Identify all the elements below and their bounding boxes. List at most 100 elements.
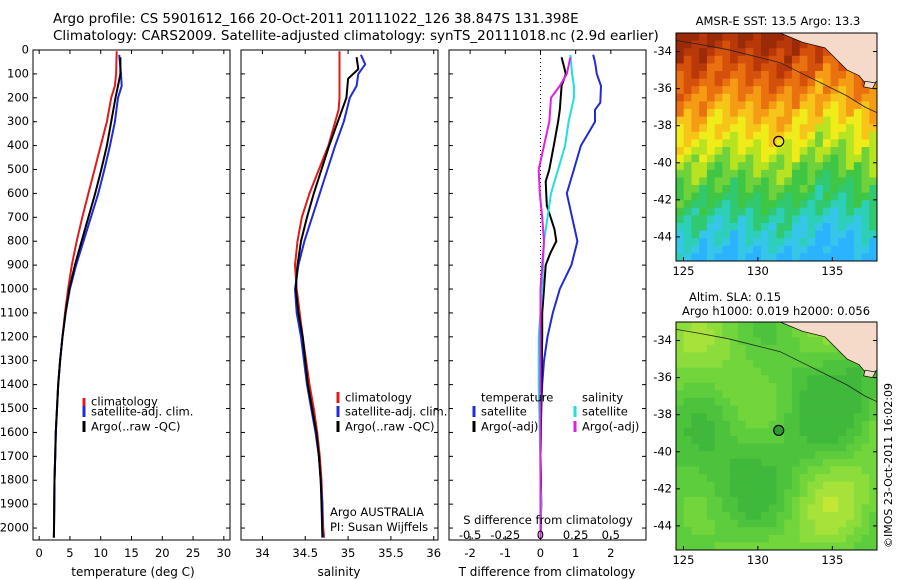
map-cell xyxy=(869,124,877,133)
map-cell xyxy=(791,496,801,505)
map-cell xyxy=(737,451,747,460)
map-cell xyxy=(791,192,801,201)
map-cell xyxy=(822,86,832,95)
map-cell xyxy=(861,390,870,399)
map-cell xyxy=(737,55,747,64)
x-tick-label: -1 xyxy=(500,546,511,560)
map-cell xyxy=(830,109,839,118)
map-cell xyxy=(683,481,693,490)
map-cell xyxy=(861,420,870,429)
map-cell xyxy=(791,131,801,140)
map-cell xyxy=(699,398,708,407)
map-cell xyxy=(799,352,809,361)
map-cell xyxy=(745,519,754,528)
map-cell xyxy=(807,63,816,72)
map-cell xyxy=(791,147,801,156)
map-cell xyxy=(869,542,877,550)
map-cell xyxy=(846,512,855,521)
map-cell xyxy=(714,375,723,384)
map-cell xyxy=(706,344,716,353)
map-cell xyxy=(753,215,762,224)
map-cell xyxy=(776,405,785,414)
map-cell xyxy=(730,162,739,171)
map-cell xyxy=(853,398,863,407)
map-cell xyxy=(706,542,716,550)
map-cell xyxy=(722,33,731,42)
map-cell xyxy=(791,504,801,513)
map-cell xyxy=(822,238,832,247)
map-cell xyxy=(853,420,863,429)
map-cell xyxy=(799,420,809,429)
temperature-legend: climatology satellite-adj. clim. Argo(..… xyxy=(82,395,193,434)
map-cell xyxy=(869,534,877,543)
map-cell xyxy=(784,428,793,437)
map-cell xyxy=(853,124,863,133)
map-cell xyxy=(676,443,685,452)
map-cell xyxy=(722,329,731,338)
map-cell xyxy=(761,466,770,475)
map-cell xyxy=(815,504,824,513)
map-cell xyxy=(807,413,816,422)
y-tick-label: 1500 xyxy=(0,401,29,415)
map-cell xyxy=(853,542,863,550)
map-cell xyxy=(753,405,762,414)
map-cell xyxy=(691,405,700,414)
map-cell xyxy=(822,413,832,422)
map-cell xyxy=(869,93,877,102)
map-cell xyxy=(830,200,839,209)
map-cell xyxy=(714,86,723,95)
map-cell xyxy=(745,496,754,505)
map-cell xyxy=(768,169,778,178)
map-cell xyxy=(830,131,839,140)
map-cell xyxy=(830,86,839,95)
map-cell xyxy=(737,109,747,118)
map-cell xyxy=(791,466,801,475)
map-cell xyxy=(730,109,739,118)
map-cell xyxy=(784,398,793,407)
map-cell xyxy=(791,375,801,384)
map-cell xyxy=(676,253,685,261)
map-cell xyxy=(853,109,863,118)
map-cell xyxy=(830,192,839,201)
map-cell xyxy=(768,466,778,475)
map-cell xyxy=(869,504,877,513)
map-cell xyxy=(730,382,739,391)
map-cell xyxy=(699,390,708,399)
map-cell xyxy=(753,139,762,148)
map-cell xyxy=(676,367,685,376)
map-cell xyxy=(791,512,801,521)
map-cell xyxy=(722,192,731,201)
map-cell xyxy=(691,63,700,72)
map-cell xyxy=(853,466,863,475)
map-cell xyxy=(745,139,754,148)
map-cell xyxy=(699,253,708,261)
map-cell xyxy=(761,512,770,521)
map-cell xyxy=(737,428,747,437)
map-cell xyxy=(807,78,816,87)
map-cell xyxy=(761,344,770,353)
map-cell xyxy=(838,398,847,407)
map-cell xyxy=(699,245,708,254)
map-cell xyxy=(799,542,809,550)
map-cell xyxy=(768,48,778,57)
lat-tick-label: -42 xyxy=(653,481,672,495)
map-cell xyxy=(846,443,855,452)
map-cell xyxy=(853,489,863,498)
map-cell xyxy=(846,86,855,95)
map-cell xyxy=(683,230,693,239)
map-cell xyxy=(768,253,778,261)
map-cell xyxy=(676,519,685,528)
lat-tick-label: -34 xyxy=(653,44,672,58)
x-tick-label: 35 xyxy=(341,546,356,560)
map-cell xyxy=(722,428,731,437)
map-cell xyxy=(776,489,785,498)
map-cell xyxy=(799,162,809,171)
map-cell xyxy=(768,93,778,102)
map-cell xyxy=(714,33,723,42)
y-tick-label: 1100 xyxy=(0,305,29,319)
map-cell xyxy=(761,390,770,399)
map-cell xyxy=(761,207,770,216)
map-cell xyxy=(676,192,685,201)
map-cell xyxy=(815,474,824,483)
map-cell xyxy=(784,512,793,521)
